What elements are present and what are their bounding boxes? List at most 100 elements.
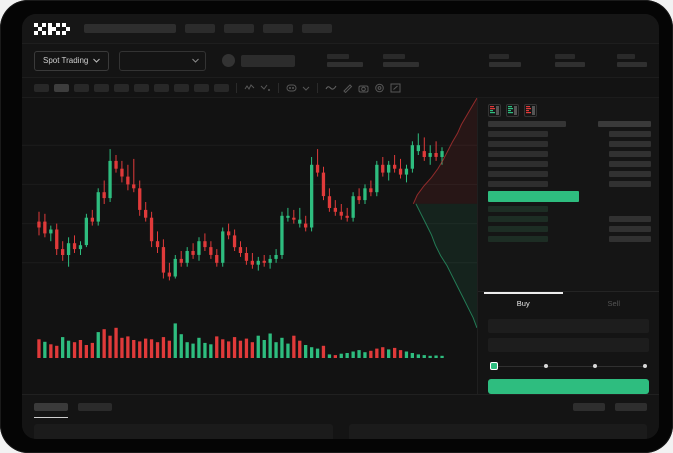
orderbook-display-modes xyxy=(478,98,659,121)
trade-order-panel: Buy Sell xyxy=(478,291,659,394)
slider-step-0[interactable] xyxy=(490,362,498,370)
timeframe-button-9[interactable] xyxy=(214,83,229,92)
stat-value xyxy=(617,62,647,67)
orderbook-bid-row[interactable] xyxy=(488,236,549,242)
timeframe-button-1[interactable] xyxy=(54,83,69,92)
orderbook-size-column xyxy=(583,121,651,291)
nav-item-2[interactable] xyxy=(263,24,293,33)
global-search-field[interactable] xyxy=(84,24,176,33)
buy-sell-tabs: Buy Sell xyxy=(478,292,659,314)
bottom-orders-panel xyxy=(22,394,659,439)
stat-label xyxy=(555,54,575,59)
fullscreen-icon[interactable] xyxy=(390,83,401,93)
tab-buy[interactable]: Buy xyxy=(478,292,569,314)
stat-value xyxy=(383,62,419,67)
timeframe-button-7[interactable] xyxy=(174,83,189,92)
orderbook-size-cell xyxy=(609,216,651,222)
pair-selector-dropdown[interactable] xyxy=(119,50,206,71)
settings-icon[interactable] xyxy=(374,83,385,93)
chevron-down-icon xyxy=(192,58,199,63)
orderbook-mode-both[interactable] xyxy=(488,104,501,117)
stat-label xyxy=(383,54,405,59)
draw-icon[interactable] xyxy=(342,83,353,93)
timeframe-button-8[interactable] xyxy=(194,83,209,92)
slider-step-2[interactable] xyxy=(593,364,598,368)
slider-step-3[interactable] xyxy=(643,364,648,368)
price-candlestick-chart[interactable] xyxy=(22,98,477,308)
orderbook-size-cell xyxy=(609,131,651,137)
orderbook-ask-row[interactable] xyxy=(488,161,549,167)
tab-sell[interactable]: Sell xyxy=(569,292,660,314)
stat-label xyxy=(617,54,635,59)
bottom-tab-1[interactable] xyxy=(78,403,112,411)
chevron-down-icon[interactable] xyxy=(302,85,310,91)
orderbook-ask-row[interactable] xyxy=(488,141,549,147)
orderbook-mode-asks[interactable] xyxy=(524,104,537,117)
timeframe-button-0[interactable] xyxy=(34,83,49,92)
bottom-action-0[interactable] xyxy=(573,403,605,411)
market-info-bar: Spot Trading xyxy=(22,44,659,78)
bottom-card-1[interactable] xyxy=(348,424,647,439)
orderbook-price-column xyxy=(488,121,580,291)
market-stat-2 xyxy=(489,54,521,67)
timeframe-button-4[interactable] xyxy=(114,83,129,92)
market-stat-1 xyxy=(383,54,419,67)
nav-item-0[interactable] xyxy=(185,24,215,33)
orderbook-bid-row[interactable] xyxy=(488,216,549,222)
nav-item-1[interactable] xyxy=(224,24,254,33)
market-stat-4 xyxy=(617,54,647,67)
timeframe-button-6[interactable] xyxy=(154,83,169,92)
tab-sell-label: Sell xyxy=(607,298,620,308)
stat-label xyxy=(327,54,349,59)
app-screen: Spot Trading xyxy=(22,14,659,439)
bottom-action-1[interactable] xyxy=(615,403,647,411)
orderbook-ask-row[interactable] xyxy=(488,171,549,177)
orderbook-mode-bids[interactable] xyxy=(506,104,519,117)
orderbook-size-cell xyxy=(609,141,651,147)
indicator-icon[interactable] xyxy=(244,83,255,92)
timeframe-button-5[interactable] xyxy=(134,83,149,92)
timeframe-button-2[interactable] xyxy=(74,83,89,92)
pair-identity xyxy=(222,54,295,67)
orderbook-ask-row[interactable] xyxy=(488,131,549,137)
stat-label xyxy=(489,54,509,59)
pair-name xyxy=(241,54,295,67)
okx-logo-icon xyxy=(34,22,70,35)
submit-buy-button[interactable] xyxy=(488,379,649,394)
bottom-cards xyxy=(34,424,647,439)
compare-icon[interactable] xyxy=(260,83,271,92)
order-price-input[interactable] xyxy=(488,319,649,333)
timeframe-button-3[interactable] xyxy=(94,83,109,92)
orderbook-ask-row[interactable] xyxy=(488,151,549,157)
order-amount-input[interactable] xyxy=(488,338,649,352)
market-stat-0 xyxy=(327,54,363,67)
orderbook-size-cell xyxy=(609,161,651,167)
orderbook-bid-row[interactable] xyxy=(488,226,549,232)
bottom-card-0[interactable] xyxy=(34,424,333,439)
orderbook-column-header xyxy=(598,121,651,127)
line-chart-icon[interactable] xyxy=(325,83,337,92)
chart-panel[interactable] xyxy=(22,98,477,394)
orderbook-ask-row[interactable] xyxy=(488,181,549,187)
nav-item-3[interactable] xyxy=(302,24,332,33)
template-icon[interactable] xyxy=(286,83,297,92)
orderbook-bid-row[interactable] xyxy=(488,206,549,212)
okx-logo[interactable] xyxy=(34,22,70,35)
stat-value xyxy=(555,62,585,67)
percent-slider[interactable] xyxy=(490,361,648,371)
bottom-tabs xyxy=(34,403,647,418)
top-navigation-bar xyxy=(22,14,659,44)
orderbook-size-cell xyxy=(609,151,651,157)
volume-bar-chart xyxy=(37,323,444,358)
chart-toolbar xyxy=(22,78,659,98)
orderbook-body[interactable] xyxy=(478,121,659,291)
trading-mode-dropdown[interactable]: Spot Trading xyxy=(34,50,110,71)
orderbook-size-cell xyxy=(609,181,651,187)
market-stat-3 xyxy=(555,54,585,67)
slider-step-1[interactable] xyxy=(543,364,548,368)
trading-mode-label: Spot Trading xyxy=(43,56,89,65)
camera-icon[interactable] xyxy=(358,83,369,93)
toolbar-divider xyxy=(317,82,318,93)
bottom-tab-0[interactable] xyxy=(34,403,68,418)
